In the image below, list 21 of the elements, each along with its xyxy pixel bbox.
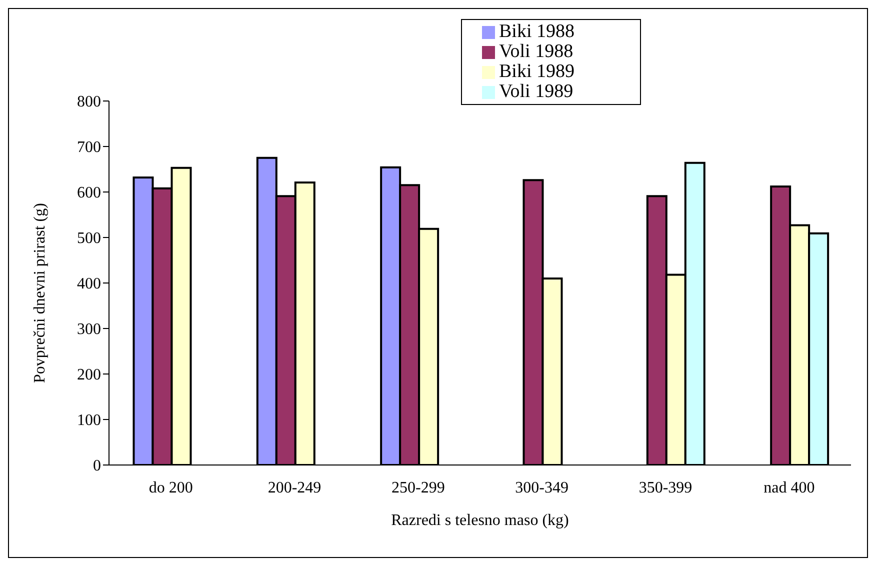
y-tick-label: 800 [77,94,101,111]
x-tick-label: nad 400 [764,479,815,496]
x-tick-label: do 200 [148,479,193,496]
y-tick-label: 300 [77,321,101,338]
y-tick-label: 0 [93,458,101,475]
y-tick-label: 100 [77,412,101,430]
legend-label: Biki 1988 [499,21,574,42]
y-tick-label: 700 [77,139,101,156]
x-tick-label: 350-399 [638,479,692,496]
legend-label: Biki 1989 [499,61,574,82]
y-tick-label: 500 [77,230,101,248]
y-tick-label: 200 [77,366,101,384]
x-tick-label: 200-249 [268,479,322,496]
legend-label: Voli 1988 [499,41,574,62]
y-tick-label: 600 [77,184,101,202]
x-tick-label: 250-299 [392,479,445,496]
y-axis-title: Povprečni dnevni prirast (g) [32,203,49,383]
y-tick-label: 400 [77,276,101,293]
legend-label: Voli 1989 [499,81,574,102]
x-axis-title: Razredi s telesno maso (kg) [391,512,569,529]
x-tick-label: 300-349 [515,479,568,496]
